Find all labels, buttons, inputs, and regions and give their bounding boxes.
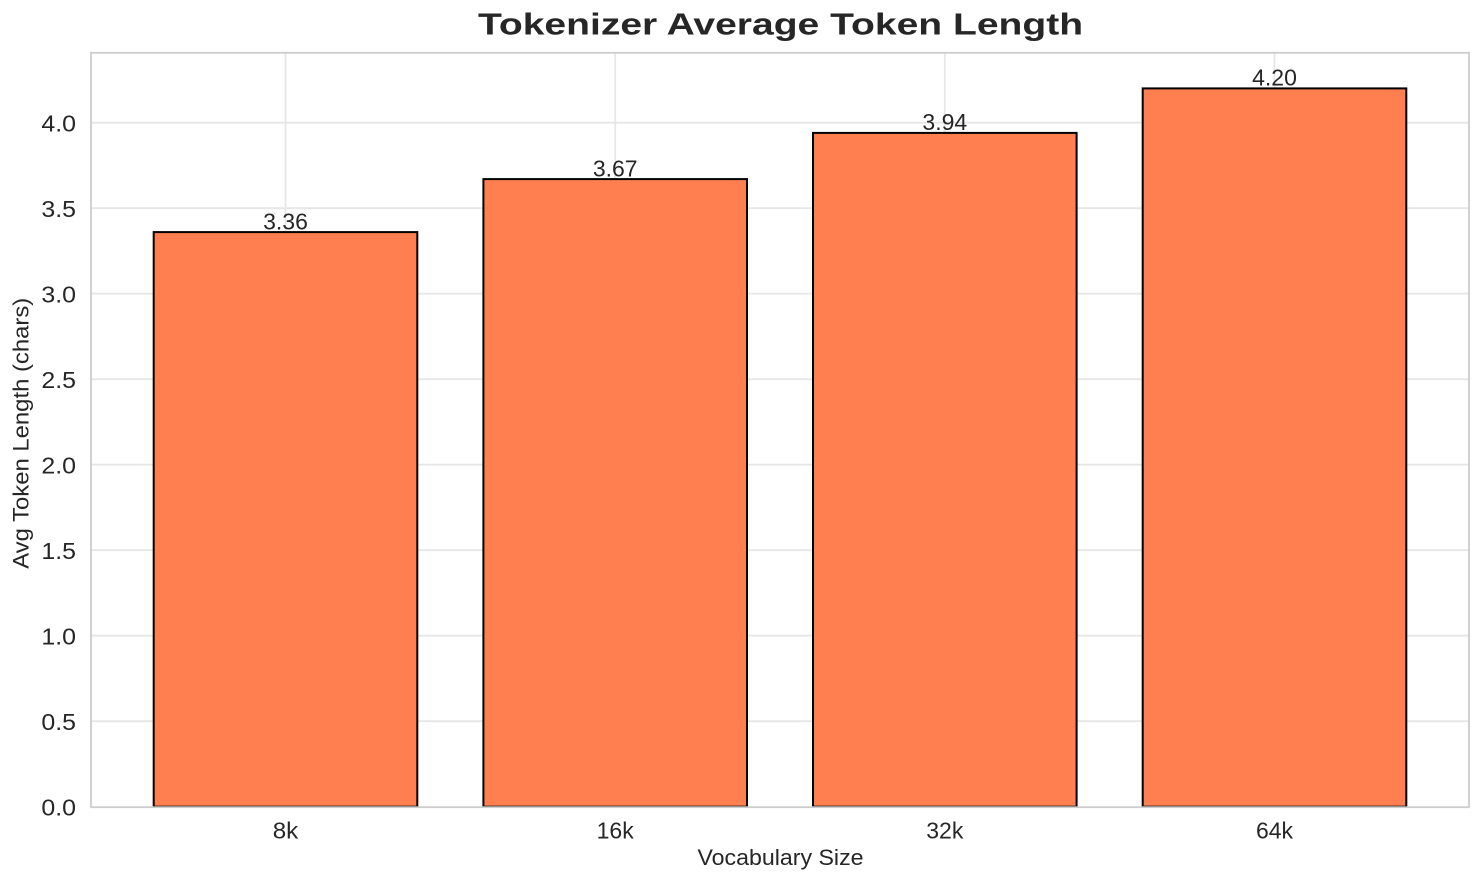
svg-text:Avg Token Length (chars): Avg Token Length (chars) [8,298,33,569]
svg-text:3.94: 3.94 [922,109,967,135]
svg-text:32k: 32k [926,818,964,844]
svg-text:3.5: 3.5 [41,197,76,223]
svg-text:2.0: 2.0 [41,453,76,479]
svg-text:3.67: 3.67 [593,155,638,181]
svg-text:Tokenizer Average Token Length: Tokenizer Average Token Length [478,7,1083,41]
svg-text:4.0: 4.0 [41,111,76,137]
svg-text:3.0: 3.0 [41,282,76,308]
svg-text:8k: 8k [273,818,299,843]
svg-text:3.36: 3.36 [263,208,308,234]
svg-text:0.0: 0.0 [41,795,76,821]
svg-text:1.5: 1.5 [41,539,76,565]
svg-text:4.20: 4.20 [1252,65,1297,91]
svg-text:1.0: 1.0 [41,624,76,650]
svg-text:Vocabulary Size: Vocabulary Size [697,844,863,870]
svg-text:0.5: 0.5 [41,710,76,736]
svg-text:16k: 16k [597,818,635,844]
svg-text:64k: 64k [1256,818,1294,844]
svg-text:2.5: 2.5 [41,368,76,394]
